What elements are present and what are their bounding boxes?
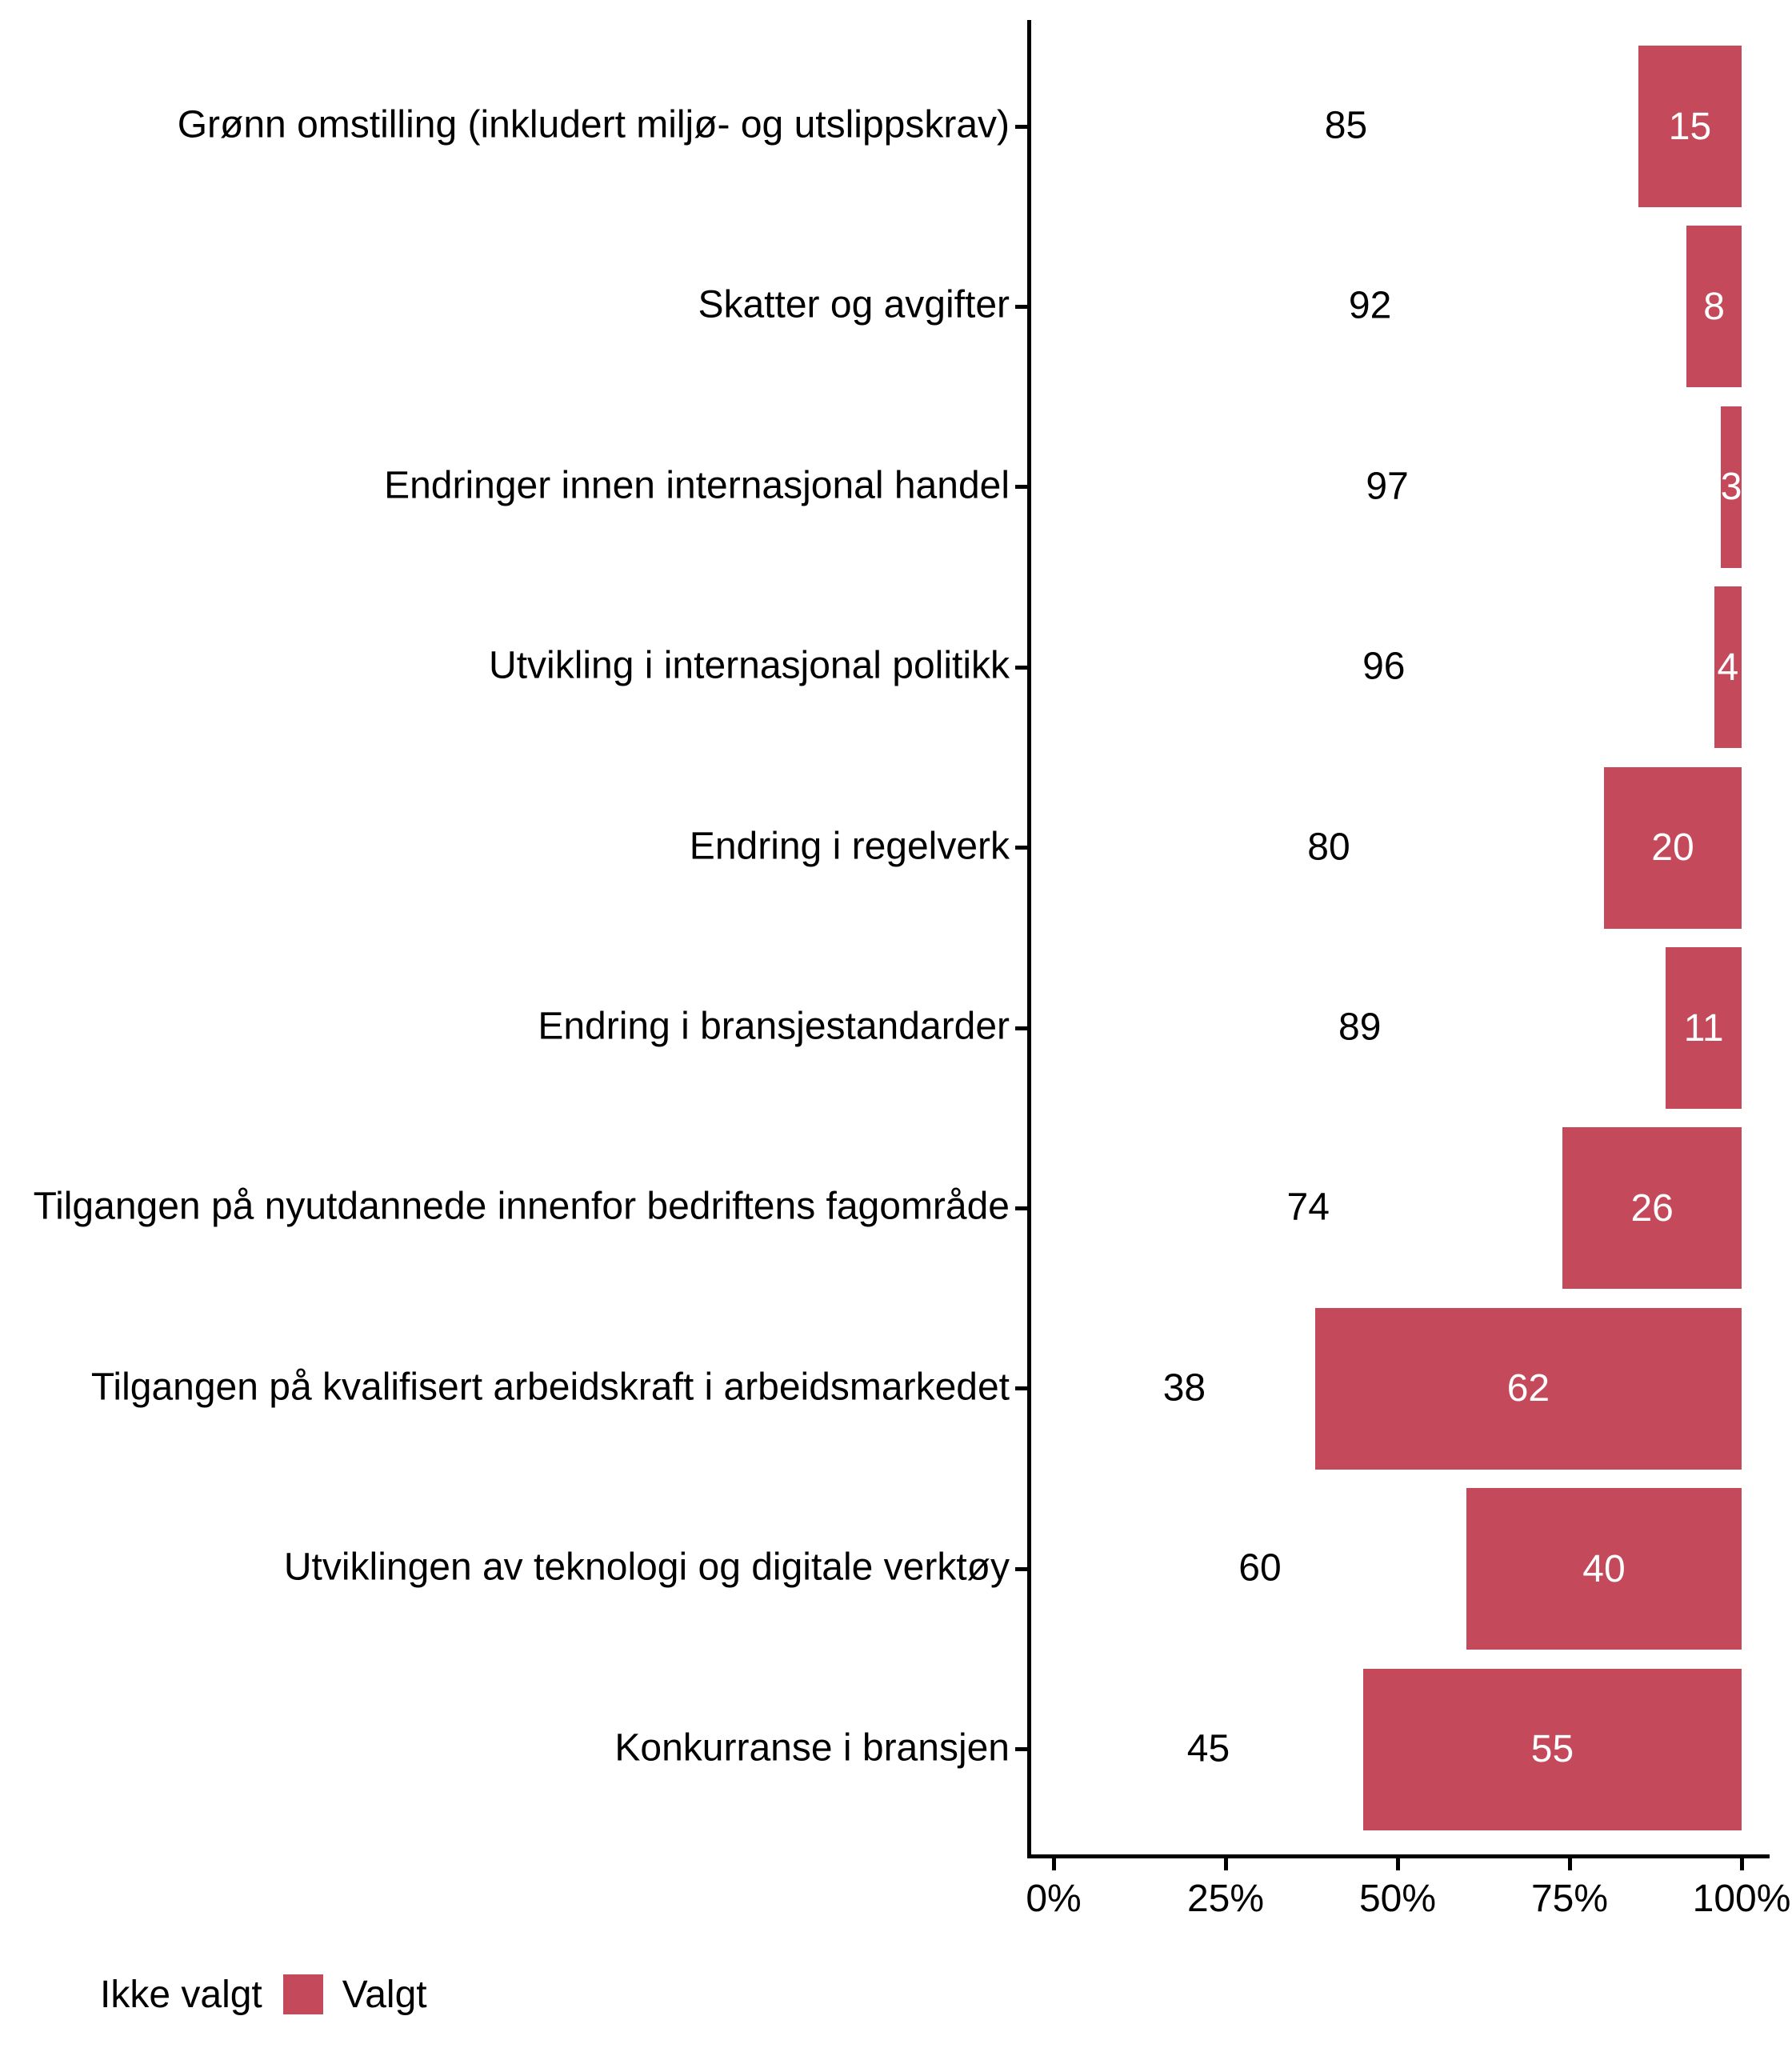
y-tick: [1015, 1026, 1027, 1030]
valgt-value-label: 26: [1630, 1186, 1674, 1230]
category-label: Endringer innen internasjonal handel: [384, 464, 1010, 507]
ikke-valgt-value-label: 97: [1366, 465, 1409, 508]
y-tick: [1015, 846, 1027, 850]
ikke-valgt-value-label: 45: [1186, 1726, 1230, 1770]
bar-valgt-segment: 15: [1638, 46, 1742, 207]
category-label: Utvikling i internasjonal politikk: [489, 644, 1010, 687]
category-label: Skatter og avgifter: [698, 283, 1010, 326]
valgt-value-label: 55: [1530, 1728, 1574, 1771]
bar-valgt-segment: 26: [1562, 1127, 1742, 1290]
y-tick: [1015, 485, 1027, 490]
y-tick: [1015, 1206, 1027, 1210]
x-tick-label: 25%: [1186, 1878, 1265, 1920]
bar-valgt-segment: 20: [1604, 766, 1742, 929]
x-tick: [1567, 1858, 1572, 1870]
valgt-value-label: 15: [1668, 105, 1712, 148]
ikke-valgt-value-label: 80: [1307, 825, 1350, 868]
bar-valgt-segment: 40: [1466, 1488, 1742, 1650]
valgt-value-label: 8: [1703, 285, 1725, 328]
category-label: Tilgangen på kvalifisert arbeidskraft i …: [90, 1366, 1010, 1409]
valgt-value-label: 3: [1721, 466, 1742, 509]
valgt-value-label: 11: [1683, 1006, 1724, 1050]
x-tick: [1223, 1858, 1228, 1870]
x-tick: [1739, 1858, 1744, 1870]
bar-valgt-segment: 8: [1686, 226, 1742, 388]
x-tick-label: 100%: [1692, 1878, 1791, 1920]
bar-valgt-segment: 62: [1314, 1307, 1742, 1470]
valgt-value-label: 4: [1717, 646, 1739, 689]
x-tick: [1051, 1858, 1056, 1870]
bar-valgt-segment: 55: [1363, 1668, 1742, 1830]
ikke-valgt-value-label: 85: [1324, 104, 1368, 147]
legend-key-ikke-valgt: [41, 1974, 81, 2014]
x-tick: [1395, 1858, 1400, 1870]
legend: Ikke valgt Valgt: [41, 1973, 448, 2016]
legend-key-valgt: [282, 1974, 323, 2014]
category-label: Tilgangen på nyutdannede innenfor bedrif…: [33, 1185, 1010, 1228]
valgt-value-label: 20: [1651, 826, 1694, 870]
legend-label-valgt: Valgt: [342, 1973, 427, 2016]
y-tick: [1015, 124, 1027, 129]
x-tick-label: 50%: [1358, 1878, 1437, 1920]
ikke-valgt-value-label: 92: [1348, 284, 1392, 327]
bar-valgt-segment: 4: [1714, 586, 1742, 749]
ikke-valgt-value-label: 96: [1362, 645, 1406, 688]
ikke-valgt-value-label: 60: [1238, 1546, 1282, 1590]
x-axis-line: [1027, 1854, 1770, 1858]
x-tick-label: 0%: [1026, 1878, 1082, 1920]
ikke-valgt-value-label: 38: [1162, 1366, 1206, 1410]
valgt-value-label: 40: [1582, 1547, 1626, 1590]
y-tick: [1015, 1386, 1027, 1391]
category-label: Endring i regelverk: [689, 825, 1010, 868]
category-label: Utviklingen av teknologi og digitale ver…: [283, 1546, 1010, 1589]
valgt-value-label: 62: [1506, 1367, 1550, 1410]
category-label: Grønn omstilling (inkludert miljø- og ut…: [177, 103, 1010, 146]
category-label: Konkurranse i bransjen: [614, 1726, 1010, 1770]
bar-valgt-segment: 3: [1721, 406, 1742, 568]
y-axis-line: [1027, 20, 1031, 1858]
ikke-valgt-value-label: 74: [1286, 1186, 1330, 1229]
y-tick: [1015, 665, 1027, 670]
category-label: Endring i bransjestandarder: [538, 1005, 1010, 1048]
legend-label-ikke-valgt: Ikke valgt: [100, 1973, 262, 2016]
y-tick: [1015, 304, 1027, 309]
y-tick: [1015, 1566, 1027, 1571]
bar-valgt-segment: 11: [1666, 947, 1742, 1109]
y-tick: [1015, 1747, 1027, 1752]
x-tick-label: 75%: [1530, 1878, 1609, 1920]
ikke-valgt-value-label: 89: [1338, 1006, 1382, 1049]
